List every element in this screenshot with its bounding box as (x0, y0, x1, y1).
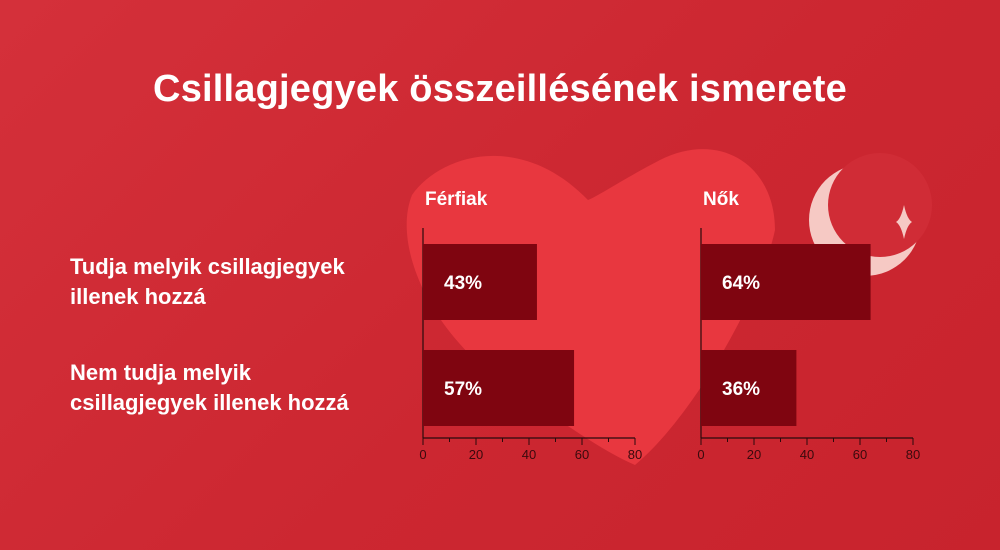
x-tick-label-nok-20: 20 (747, 447, 761, 462)
x-tick-label-nok-80: 80 (906, 447, 920, 462)
bar-nok-1 (701, 350, 797, 426)
x-tick-label-ferfiak-40: 40 (522, 447, 536, 462)
x-tick-label-nok-0: 0 (697, 447, 704, 462)
category-label-knows: Tudja melyik csillagjegyek illenek hozzá (70, 254, 345, 309)
bar-nok-0 (701, 244, 871, 320)
x-tick-label-ferfiak-20: 20 (469, 447, 483, 462)
x-tick-label-nok-60: 60 (853, 447, 867, 462)
bar-value-label-ferfiak-1: 57% (444, 379, 482, 400)
x-tick-label-ferfiak-80: 80 (628, 447, 642, 462)
bar-value-label-nok-0: 64% (722, 273, 760, 294)
bar-ferfiak-0 (423, 244, 537, 320)
x-tick-label-nok-40: 40 (800, 447, 814, 462)
x-tick-label-ferfiak-0: 0 (419, 447, 426, 462)
panel-title-nok: Nők (703, 189, 739, 210)
chart-title: Csillagjegyek összeillésének ismerete (153, 68, 847, 110)
x-tick-label-ferfiak-60: 60 (575, 447, 589, 462)
heart-decoration (406, 149, 775, 465)
bar-value-label-ferfiak-0: 43% (444, 273, 482, 294)
bar-value-label-nok-1: 36% (722, 379, 760, 400)
panel-title-ferfiak: Férfiak (425, 189, 488, 210)
bar-ferfiak-1 (423, 350, 575, 426)
sparkle-icon (896, 205, 912, 239)
category-label-does-not-know: Nem tudja melyik csillagjegyek illenek h… (70, 360, 349, 415)
